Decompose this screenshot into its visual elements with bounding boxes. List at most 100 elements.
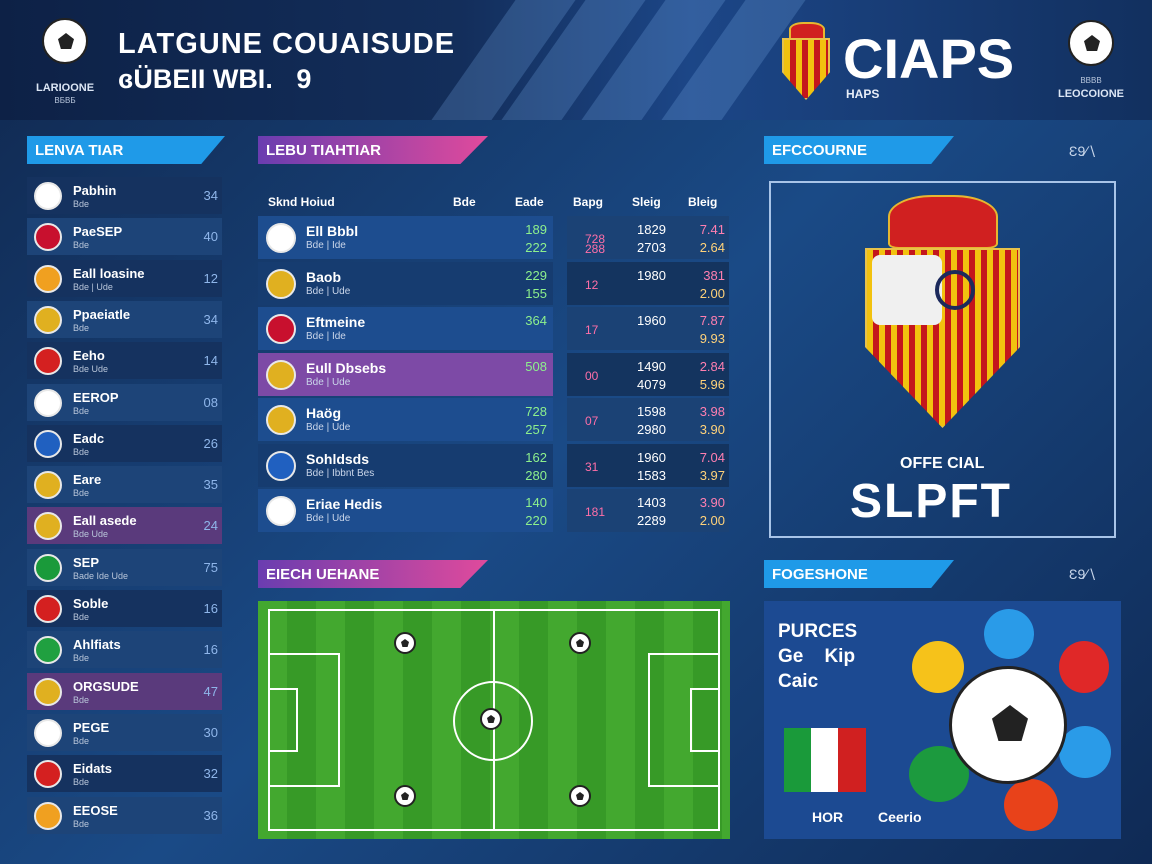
col-header[interactable]: Bleig [688, 195, 718, 209]
team-name: EEROP [73, 389, 119, 405]
stats-row[interactable]: Sohldsds Bde | Ibbnt Bes 162 280 [258, 443, 553, 487]
league-table-row[interactable]: Ppaeiatle Bde 34 [27, 300, 222, 338]
stats-team-name: Sohldsds [306, 450, 370, 467]
ball-icon [266, 496, 296, 526]
info-footer-left: HOR [812, 809, 844, 825]
player-ball-icon[interactable] [569, 632, 591, 654]
header-number: 9 [296, 64, 312, 94]
italy-flag-icon [34, 553, 62, 582]
team-points: 47 [203, 683, 218, 699]
stats-cell: 1490 [637, 358, 666, 374]
team-sub: Bde [73, 818, 90, 829]
soccer-ball-icon [949, 666, 1067, 784]
header-title: LATGUNE COUAISUDE [118, 28, 456, 60]
stats-cell: 31 [585, 459, 599, 474]
league-table-row[interactable]: Eare Bde 35 [27, 466, 222, 504]
league-table-row[interactable]: Eall asede Bde Ude 24 [27, 507, 222, 545]
stats-team-name: Eriae Hedis [306, 496, 383, 512]
stats-cell: 1960 [637, 313, 666, 328]
player-ball-icon[interactable] [394, 632, 416, 654]
info-banner: FOGESHONE [764, 560, 954, 588]
team-sub: Bde [73, 405, 90, 416]
red-roundel-icon [34, 760, 62, 789]
stats-cell: 728 [585, 232, 606, 246]
italy-flag-icon [784, 728, 866, 792]
red-badge-icon [1059, 641, 1109, 693]
team-points: 75 [203, 559, 218, 575]
stats-row-detail[interactable]: 31 1960 1583 7.04 3.97 [567, 443, 729, 487]
stats-cell: 381 [703, 267, 725, 283]
league-table-row[interactable]: Eeho Bde Ude 14 [27, 342, 222, 380]
player-ball-icon[interactable] [394, 785, 416, 807]
stats-row-detail[interactable]: 12 1980 381 2.00 [567, 261, 729, 305]
league-table-row[interactable]: SEP Bade Ide Ude 75 [27, 548, 222, 586]
team-points: 08 [203, 394, 218, 410]
stats-cell: 12 [585, 277, 599, 292]
ball-icon [34, 388, 62, 417]
stats-row-detail[interactable]: 00 1490 4079 2.84 5.96 [567, 352, 729, 396]
team-name: Eidats [73, 761, 113, 777]
col-header[interactable]: Sleig [632, 195, 661, 209]
blue-swirl-icon [266, 450, 296, 481]
player-ball-icon[interactable] [569, 785, 591, 807]
col-header[interactable]: Eade [515, 195, 544, 209]
striped-crest-icon [34, 471, 62, 500]
league-table-row[interactable]: ORGSUDE Bde 47 [27, 672, 222, 710]
stats-team-name: Eull Dbsebs [306, 359, 387, 376]
team-points: 34 [203, 188, 218, 203]
striped-crest-icon [34, 677, 62, 706]
header-subtitle: ɞÜBEII WBI. 9 [118, 64, 311, 95]
league-table-row[interactable]: PEGE Bde 30 [27, 713, 222, 751]
team-points: 40 [203, 229, 218, 245]
player-ball-icon[interactable] [480, 708, 502, 730]
league-table-row[interactable]: Pabhin Bde 34 [27, 177, 222, 214]
header-club-title: CIAPS [843, 27, 1015, 90]
team-name: EEOSE [73, 802, 118, 818]
team-sub: Bde [73, 612, 90, 622]
stats-value: 220 [525, 513, 547, 528]
stats-team-name: Ell Bbbl [306, 223, 359, 239]
league-table-row[interactable]: EEROP Bde 08 [27, 383, 222, 421]
stats-row[interactable]: Eriae Hedis Bde | Ude 140 220 [258, 489, 553, 532]
league-table-row[interactable]: Eidats Bde 32 [27, 755, 222, 793]
col-header[interactable]: Sknd Hoiud [268, 195, 335, 209]
stats-row-detail[interactable]: 728 288 1829 2703 7.41 2.64 [567, 216, 729, 259]
orange-crest-icon [34, 264, 62, 293]
col-header[interactable]: Bapg [573, 195, 603, 209]
stats-row-detail[interactable]: 17 1960 7.87 9.93 [567, 307, 729, 350]
team-name: Eare [73, 472, 102, 488]
blue-shield-icon [34, 429, 62, 458]
col-header[interactable]: Bde [453, 195, 476, 209]
league-table-row[interactable]: Eadc Bde 26 [27, 424, 222, 462]
stats-cell: 2980 [637, 422, 666, 437]
stats-row-detail[interactable]: 181 1403 2289 3.90 2.00 [567, 489, 729, 532]
stats-row[interactable]: Eftmeine Bde | Ide 364 [258, 307, 553, 350]
league-table-row[interactable]: Soble Bde 16 [27, 590, 222, 627]
league-table-row[interactable]: EEOSE Bde 36 [27, 796, 222, 834]
team-points: 30 [203, 724, 218, 740]
league-table-row[interactable]: PaeSEP Bde 40 [27, 218, 222, 256]
info-banner-icons[interactable]: Ɛ9∕∖ [1069, 566, 1097, 582]
stats-team-sub: Bde | Ude [306, 376, 351, 388]
info-footer-right: Ceerio [878, 809, 922, 825]
stats-row[interactable]: Eull Dbsebs Bde | Ude 508 [258, 352, 553, 396]
league-table-row[interactable]: Ahlfiats Bde 16 [27, 631, 222, 669]
league-table-row[interactable]: Eall loasine Bde | Ude 12 [27, 259, 222, 297]
club-crown-icon [789, 22, 825, 40]
team-sub: Bade Ide Ude [73, 570, 129, 581]
team-points: 36 [203, 807, 218, 823]
ball-pentagon [992, 705, 1028, 741]
stats-row[interactable]: Baob Bde | Ude 229 155 [258, 261, 553, 305]
crest-banner-icons[interactable]: Ɛ9∕∖ [1069, 143, 1097, 159]
football-pitch[interactable] [258, 601, 730, 839]
stats-banner: LEBU TIAHTIAR [258, 136, 488, 164]
left-goal-box [268, 688, 298, 752]
info-line: Caic [778, 671, 819, 692]
info-line: Ge Kip [778, 646, 856, 667]
left-logo-caption: LARIOONE [35, 82, 95, 94]
stats-row[interactable]: Haög Bde | Ude 728 257 [258, 398, 553, 441]
stats-row[interactable]: Ell Bbbl Bde | Ide 189 222 [258, 216, 553, 259]
stats-row-detail[interactable]: 07 1598 2980 3.98 3.90 [567, 398, 729, 441]
team-points: 32 [203, 766, 218, 782]
stats-value: 280 [525, 467, 547, 483]
